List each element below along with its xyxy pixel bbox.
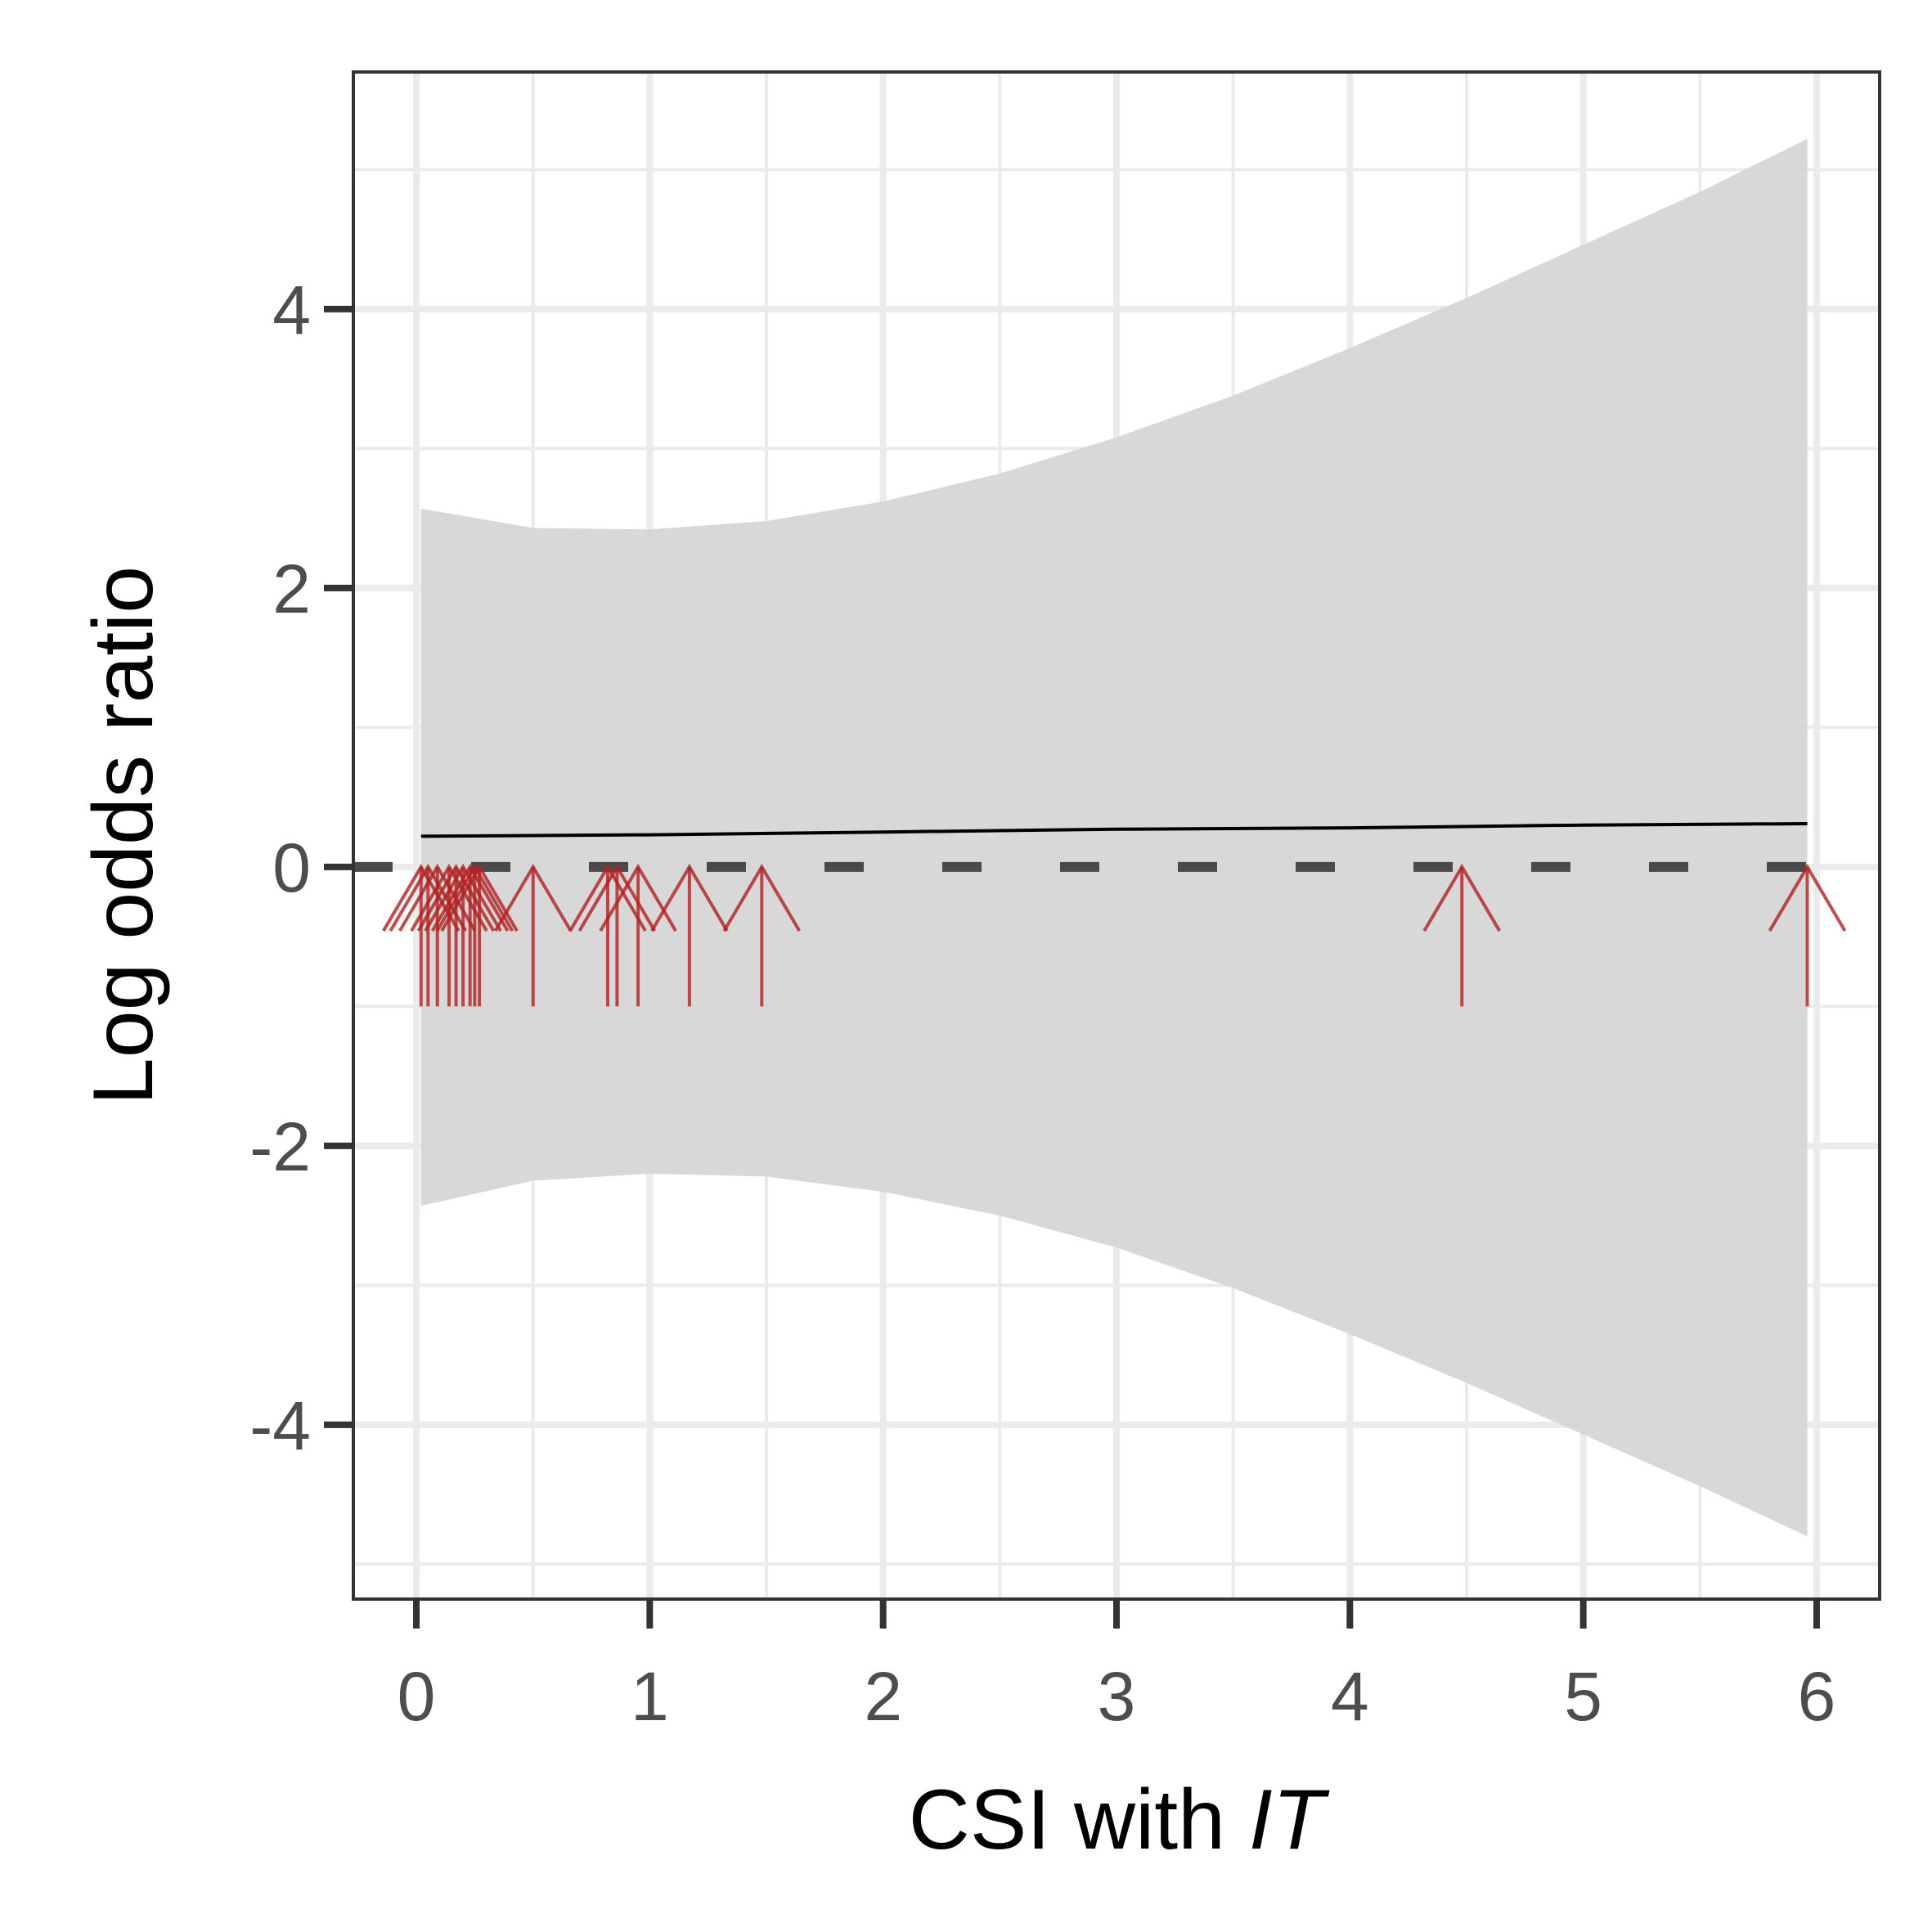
x-axis: 0 1 2 3 4 5 6 [398, 1599, 1836, 1735]
x-tick-label: 2 [864, 1658, 902, 1735]
rug-arrow [424, 863, 502, 1007]
x-axis-title-text: CSI with [909, 1772, 1225, 1867]
rug-arrow-head [416, 863, 496, 932]
y-tick-label: -2 [249, 1108, 311, 1185]
rug-arrow [440, 863, 519, 1007]
x-axis-title: CSI with IT [909, 1772, 1330, 1867]
confidence-band-layer [420, 138, 1808, 1537]
rug-arrow-head [577, 863, 657, 932]
rug-arrow [430, 863, 510, 1007]
rug-arrow [1422, 863, 1501, 1007]
rug-arrows-layer [382, 863, 1847, 1007]
y-tick-label: 4 [272, 272, 311, 348]
rug-arrow [722, 863, 802, 1007]
rug-arrow [493, 863, 573, 1007]
rug-arrow-head [568, 863, 647, 932]
y-tick-label: 0 [272, 829, 311, 906]
rug-arrow-head [722, 863, 802, 932]
rug-arrow-head [440, 863, 519, 932]
y-axis: -4 -2 0 2 4 [249, 272, 353, 1464]
rug-arrow [577, 863, 657, 1007]
x-axis-title-italic: IT [1249, 1772, 1330, 1867]
x-tick-label: 5 [1564, 1658, 1602, 1735]
x-tick-label: 3 [1098, 1658, 1136, 1735]
y-axis-title: Log odds ratio [76, 566, 171, 1105]
rug-arrow-head [424, 863, 502, 932]
rug-arrow-head [1422, 863, 1501, 932]
rug-arrow-head [650, 863, 729, 932]
rug-arrow [568, 863, 647, 1007]
y-tick-label: 2 [272, 550, 311, 627]
x-tick-label: 6 [1798, 1658, 1836, 1735]
confidence-band [420, 138, 1808, 1537]
rug-arrow-head [1768, 863, 1847, 932]
rug-arrow-head [435, 863, 514, 932]
x-tick-label: 4 [1331, 1658, 1369, 1735]
estimate-line [420, 822, 1808, 838]
rug-arrow [650, 863, 729, 1007]
rug-arrow [435, 863, 514, 1007]
x-tick-label: 1 [631, 1658, 669, 1735]
x-tick-label: 0 [398, 1658, 436, 1735]
y-tick-label: -4 [249, 1387, 311, 1464]
rug-arrow-head [430, 863, 510, 932]
rug-arrow-head [493, 863, 573, 932]
rug-arrow [1768, 863, 1847, 1007]
estimate-line-layer [420, 822, 1808, 838]
